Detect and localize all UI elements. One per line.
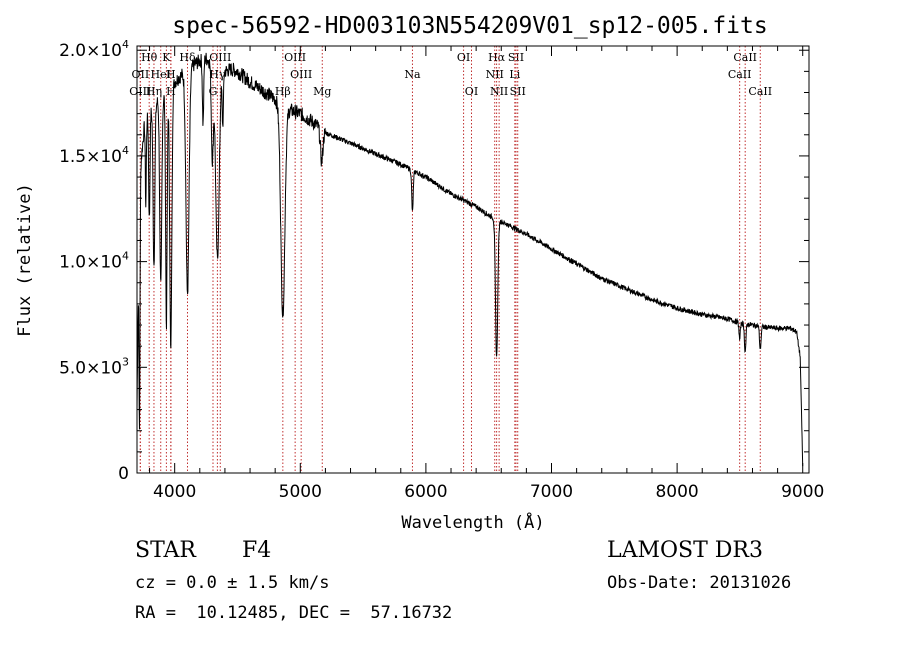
- marker-label: SII: [510, 85, 526, 98]
- marker-label: CaII: [728, 68, 752, 81]
- obs-date: Obs-Date: 20131026: [607, 573, 792, 593]
- marker-label: Na: [404, 68, 421, 81]
- marker-label: Hη: [146, 85, 162, 98]
- y-tick-label: 2.0×104: [59, 38, 129, 61]
- marker-label: OIII: [129, 85, 151, 98]
- marker-label: Hβ: [275, 85, 291, 98]
- x-tick-label: 6000: [404, 482, 447, 502]
- redshift-value: cz = 0.0 ± 1.5 km/s: [135, 573, 330, 593]
- y-tick-label: 0: [118, 464, 129, 484]
- y-tick-exponent: 4: [122, 144, 129, 157]
- y-axis-label: Flux (relative): [15, 183, 35, 337]
- spectrum-line: [136, 52, 804, 467]
- axis-ticks: 4000 5000 6000 7000 8000 900005.0×1031.0×1041…: [59, 38, 824, 502]
- marker-label: CaII: [733, 51, 757, 64]
- y-tick-exponent: 4: [122, 250, 129, 263]
- marker-label: HeI: [151, 68, 171, 81]
- x-tick-label: 4000: [153, 482, 196, 502]
- y-tick-mantissa: 0: [118, 464, 129, 484]
- marker-label: OIII: [290, 68, 312, 81]
- x-tick-label: 5000: [279, 482, 322, 502]
- marker-label: OIII: [209, 51, 231, 64]
- y-tick-exponent: 3: [122, 355, 129, 368]
- y-tick-mantissa: 1.5×10: [59, 147, 122, 167]
- marker-label: G: [209, 85, 218, 98]
- survey-name: LAMOST DR3: [607, 538, 763, 563]
- plot-frame: [136, 45, 810, 474]
- y-tick-label: 5.0×103: [59, 355, 129, 378]
- marker-label: NII: [490, 85, 508, 98]
- marker-label: K: [162, 51, 171, 64]
- y-tick-mantissa: 1.0×10: [59, 253, 122, 273]
- marker-label: Li: [509, 68, 520, 81]
- marker-label: Hγ: [209, 68, 226, 81]
- marker-label: Hθ: [141, 51, 158, 64]
- x-tick-label: 9000: [781, 482, 824, 502]
- marker-label: CaII: [748, 85, 772, 98]
- spectrum-series: [136, 52, 804, 467]
- x-tick-label: 7000: [530, 482, 573, 502]
- marker-label: OI: [457, 51, 470, 64]
- object-subclass: F4: [242, 538, 272, 563]
- marker-label: OIII: [284, 51, 306, 64]
- y-tick-label: 1.0×104: [59, 250, 129, 273]
- y-tick-exponent: 4: [122, 38, 129, 51]
- coordinates: RA = 10.12485, DEC = 57.16732: [135, 603, 453, 623]
- marker-label: Hδ: [179, 51, 196, 64]
- marker-label: Hα: [488, 51, 506, 64]
- marker-label: H: [166, 85, 176, 98]
- object-type: STAR: [135, 538, 196, 563]
- marker-label: NII: [486, 68, 504, 81]
- marker-label: Mg: [313, 85, 331, 98]
- x-axis-label: Wavelength (Å): [401, 511, 544, 533]
- marker-label: SII: [508, 51, 524, 64]
- chart-title: spec-56592-HD003103N554209V01_sp12-005.f…: [172, 13, 767, 39]
- x-tick-label: 8000: [655, 482, 698, 502]
- marker-label: OI: [465, 85, 478, 98]
- y-tick-mantissa: 5.0×10: [59, 358, 122, 378]
- line-markers: HθKHδOIIIOIIIOIHαSIICaIIOIIHeIHHγOIIINII…: [129, 46, 772, 473]
- y-tick-label: 1.5×104: [59, 144, 129, 167]
- y-tick-mantissa: 2.0×10: [59, 41, 122, 61]
